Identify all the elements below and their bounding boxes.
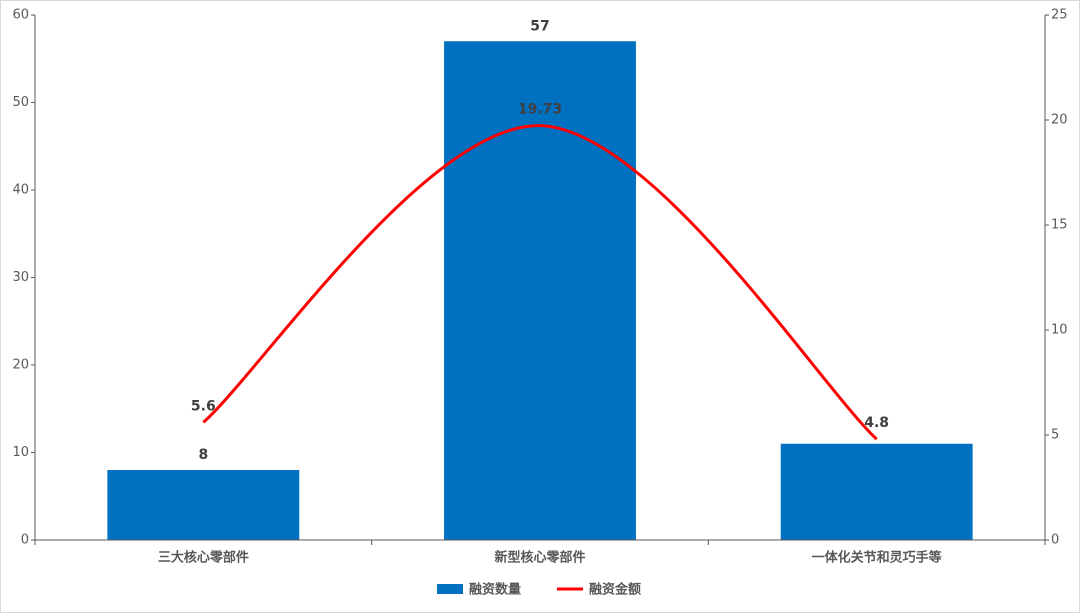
x-tick-label: 一体化关节和灵巧手等 — [812, 550, 942, 566]
bar — [107, 470, 300, 540]
y-tick-label: 30 — [12, 270, 29, 285]
legend-label: 融资金额 — [589, 582, 641, 598]
y-tick-label: 0 — [21, 533, 29, 548]
y-tick-label: 40 — [12, 183, 29, 198]
legend-label: 融资数量 — [469, 582, 521, 598]
line-value-label: 5.6 — [191, 398, 216, 414]
line-value-label: 4.8 — [864, 415, 889, 431]
bar-value-label: 8 — [198, 447, 208, 463]
y2-tick-label: 5 — [1051, 428, 1059, 443]
bar — [780, 443, 973, 540]
y-tick-label: 20 — [12, 358, 29, 373]
line — [202, 124, 878, 441]
y-tick-label: 60 — [12, 8, 29, 23]
legend-swatch — [437, 584, 463, 594]
y2-tick-label: 0 — [1051, 533, 1059, 548]
line-value-label: 19.73 — [518, 102, 562, 118]
y2-tick-label: 15 — [1051, 218, 1068, 233]
bar-value-label: 57 — [530, 18, 549, 34]
x-tick-label: 三大核心零部件 — [158, 550, 249, 566]
y2-tick-label: 25 — [1051, 8, 1068, 23]
y2-tick-label: 20 — [1051, 113, 1068, 128]
x-tick-label: 新型核心零部件 — [494, 550, 585, 566]
y2-tick-label: 10 — [1051, 323, 1068, 338]
y-tick-label: 10 — [12, 445, 29, 460]
y-tick-label: 50 — [12, 95, 29, 110]
